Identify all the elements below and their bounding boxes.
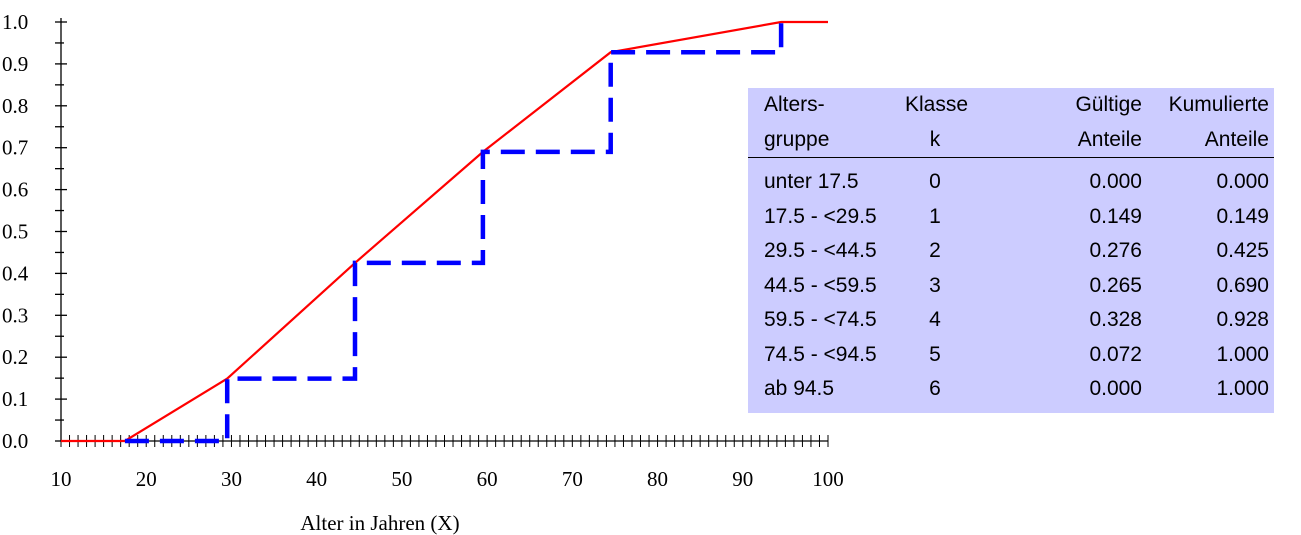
x-tick-label: 20: [136, 467, 157, 491]
table-cell: 1: [929, 204, 941, 228]
table-header-cell: Anteile: [1204, 128, 1269, 151]
x-tick-label: 10: [51, 467, 72, 491]
x-tick-label: 30: [221, 467, 242, 491]
table-cell: 0.276: [1089, 239, 1142, 262]
x-tick-label: 40: [306, 467, 327, 491]
y-tick-label: 0.6: [2, 178, 28, 202]
table-cell: ab 94.5: [764, 377, 835, 400]
x-tick-label: 100: [812, 467, 844, 491]
table-cell: 0.149: [1216, 204, 1269, 228]
table-cell: 0.072: [1089, 342, 1142, 366]
y-tick-label: 0.5: [2, 220, 28, 244]
table-cell: 0: [929, 170, 941, 193]
y-tick-label: 0.9: [2, 52, 28, 76]
y-tick-label: 0.0: [2, 429, 28, 453]
table-cell: 6: [929, 377, 941, 400]
table-cell: 0.425: [1216, 239, 1269, 262]
table-cell: 5: [929, 342, 941, 366]
table-cell: 0.328: [1089, 308, 1142, 331]
table-cell: 74.5 - <94.5: [764, 342, 877, 366]
x-tick-label: 50: [391, 467, 412, 491]
series-step-line: [124, 22, 784, 444]
table-header-cell: k: [929, 128, 941, 151]
y-tick-label: 0.1: [2, 387, 28, 411]
table-cell: 44.5 - <59.5: [764, 273, 877, 297]
table-cell: 0.000: [1216, 170, 1269, 193]
header-divider: [748, 157, 1274, 158]
table-header-cell: gruppe: [764, 128, 830, 151]
table-cell: 0.690: [1216, 273, 1269, 297]
table-header-cell: Anteile: [1077, 128, 1142, 151]
y-tick-label: 0.3: [2, 303, 28, 327]
table-cell: 0.265: [1089, 273, 1142, 297]
table-cell: 17.5 - <29.5: [764, 204, 877, 228]
table-cell: 59.5 - <74.5: [764, 308, 877, 331]
table-cell: 0.928: [1216, 308, 1269, 331]
table-cell: unter 17.5: [764, 170, 859, 193]
y-tick-label: 1.0: [2, 10, 28, 34]
table-cell: 29.5 - <44.5: [764, 239, 877, 262]
table-header-cell: Alters-: [764, 93, 825, 116]
table-cell: 2: [929, 239, 941, 262]
table-header-cell: Klasse: [905, 93, 969, 116]
x-axis-title: Alter in Jahren (X): [300, 511, 459, 535]
distribution-table: Alters- Klasse Gültige Kumulierte gruppe k Ant…: [748, 88, 1274, 413]
x-tick-label: 80: [647, 467, 668, 491]
table-cell: 1.000: [1216, 342, 1269, 366]
y-tick-label: 0.2: [2, 345, 28, 369]
table-cell: 4: [929, 308, 941, 331]
table-cell: 0.000: [1089, 170, 1142, 193]
y-tick-label: 0.7: [2, 136, 28, 160]
y-tick-label: 0.4: [2, 261, 29, 285]
table-header-cell: Kumulierte: [1168, 93, 1269, 116]
series-cdf-line: [61, 20, 828, 443]
x-tick-label: 60: [477, 467, 498, 491]
table-cell: 0.149: [1089, 204, 1142, 228]
table-cell: 0.000: [1089, 377, 1142, 400]
table-cell: 1.000: [1216, 377, 1269, 400]
table-cell: 3: [929, 273, 941, 297]
table-header-cell: Gültige: [1075, 93, 1142, 116]
y-tick-label: 0.8: [2, 94, 28, 118]
x-tick-label: 90: [732, 467, 753, 491]
x-tick-label: 70: [562, 467, 583, 491]
